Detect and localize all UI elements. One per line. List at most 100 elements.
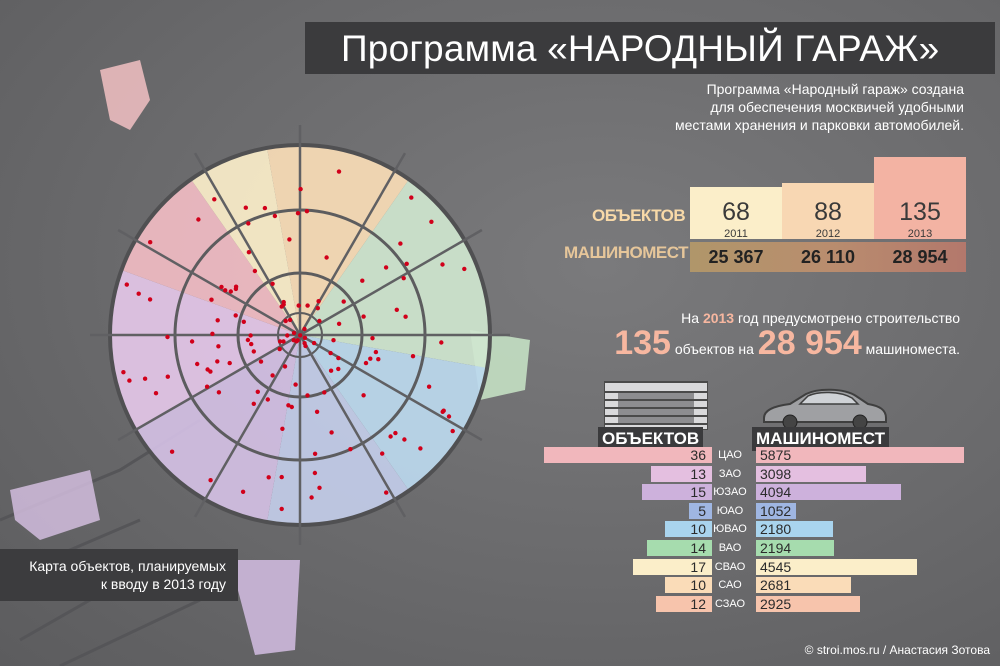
object-dot	[208, 369, 213, 374]
district-label: ЗАО	[718, 467, 742, 480]
object-dot	[370, 336, 375, 341]
object-dot	[287, 237, 292, 242]
map-caption: Карта объектов, планируемых к вводу в 20…	[29, 558, 226, 592]
object-dot	[439, 340, 444, 345]
object-dot	[223, 288, 228, 293]
object-dot	[251, 349, 256, 354]
moscow-map	[0, 60, 530, 666]
object-dot	[216, 344, 221, 349]
plan-mid: объектов на	[674, 341, 754, 357]
objects-bar	[665, 521, 712, 538]
car-icon	[763, 388, 887, 430]
plan-end: машиноместа.	[865, 341, 960, 357]
object-dot	[169, 449, 175, 454]
district-sector	[110, 270, 300, 430]
object-dot	[315, 306, 320, 311]
object-dot	[287, 317, 293, 323]
object-dot	[462, 266, 467, 272]
object-dot	[384, 490, 389, 495]
object-dot	[336, 366, 341, 372]
year-col-2011	[690, 187, 782, 239]
object-dot	[450, 428, 455, 434]
object-dot	[336, 169, 342, 174]
object-dot	[440, 262, 445, 267]
object-dot	[121, 370, 126, 375]
object-dot	[228, 289, 233, 294]
object-dot	[272, 213, 278, 219]
object-dot	[246, 221, 251, 226]
year-col-2012	[782, 183, 874, 239]
parking-bar	[756, 521, 834, 538]
object-dot	[302, 335, 308, 340]
year-2013: 2013	[907, 228, 933, 240]
intro-text: Программа «Народный гараж» создана для о…	[544, 80, 964, 134]
object-dot	[328, 350, 333, 356]
parking-value: 4094	[760, 484, 792, 501]
objects-value: 10	[690, 521, 706, 538]
object-dot	[270, 373, 275, 378]
object-dot	[252, 268, 258, 274]
intro-line: для обеспечения москвичей удобными	[710, 99, 964, 115]
object-dot	[380, 451, 385, 456]
objects-value: 14	[690, 540, 706, 556]
object-dot	[165, 374, 170, 379]
object-dot	[376, 357, 381, 362]
object-dot	[312, 470, 318, 476]
object-dot	[348, 447, 353, 452]
objects-2011: 68	[722, 198, 750, 226]
object-dot	[403, 314, 408, 319]
object-dot	[279, 304, 284, 309]
object-dot	[304, 209, 310, 214]
object-dot	[441, 408, 446, 413]
object-dot	[258, 359, 264, 364]
object-dot	[127, 378, 132, 383]
object-dot	[215, 318, 220, 323]
parking-value: 3098	[760, 465, 792, 482]
plan-pre: На	[681, 310, 703, 326]
parking-bar	[756, 577, 851, 594]
object-dot	[293, 382, 298, 387]
object-dot	[246, 250, 252, 255]
object-dot	[289, 404, 294, 410]
object-dot	[361, 393, 366, 398]
object-dot	[291, 330, 297, 336]
objects-bar	[632, 558, 712, 575]
object-dot	[216, 390, 222, 395]
new-moscow-area	[10, 470, 100, 540]
object-dot	[336, 321, 342, 326]
object-dot	[240, 489, 246, 494]
object-dot	[279, 506, 284, 512]
object-dot	[311, 340, 317, 346]
parking-row-label: МАШИНОМЕСТ	[564, 243, 688, 262]
district-label: ЦАО	[718, 449, 742, 461]
object-dot	[142, 376, 148, 381]
object-dot	[233, 286, 239, 292]
title-bar: Программа «НАРОДНЫЙ ГАРАЖ»	[305, 22, 995, 74]
object-dot	[265, 397, 270, 402]
district-sector	[267, 145, 409, 335]
object-dot	[305, 393, 310, 398]
object-dot	[148, 240, 153, 245]
page-title: Программа «НАРОДНЫЙ ГАРАЖ»	[341, 28, 940, 69]
parking-value: 1052	[760, 502, 792, 519]
plan-objects: 135	[614, 324, 671, 362]
radial-road	[298, 152, 407, 336]
zelenograd-area	[100, 60, 150, 130]
radial-road	[117, 228, 301, 337]
object-dot	[251, 401, 256, 406]
object-dot	[215, 359, 220, 364]
object-dot	[368, 356, 373, 361]
object-dot	[402, 437, 407, 442]
objects-value: 36	[690, 447, 706, 463]
object-dot	[298, 333, 303, 338]
object-dot	[336, 355, 341, 361]
object-dot	[219, 284, 224, 290]
object-dot	[277, 346, 282, 352]
object-dot	[341, 299, 346, 304]
object-dot	[305, 303, 310, 308]
district-label: ЮЗАО	[713, 486, 747, 499]
district-sector	[267, 335, 409, 525]
objects-row-label: ОБЪЕКТОВ	[592, 206, 686, 225]
objects-bar	[651, 465, 712, 482]
object-dot	[243, 205, 248, 210]
